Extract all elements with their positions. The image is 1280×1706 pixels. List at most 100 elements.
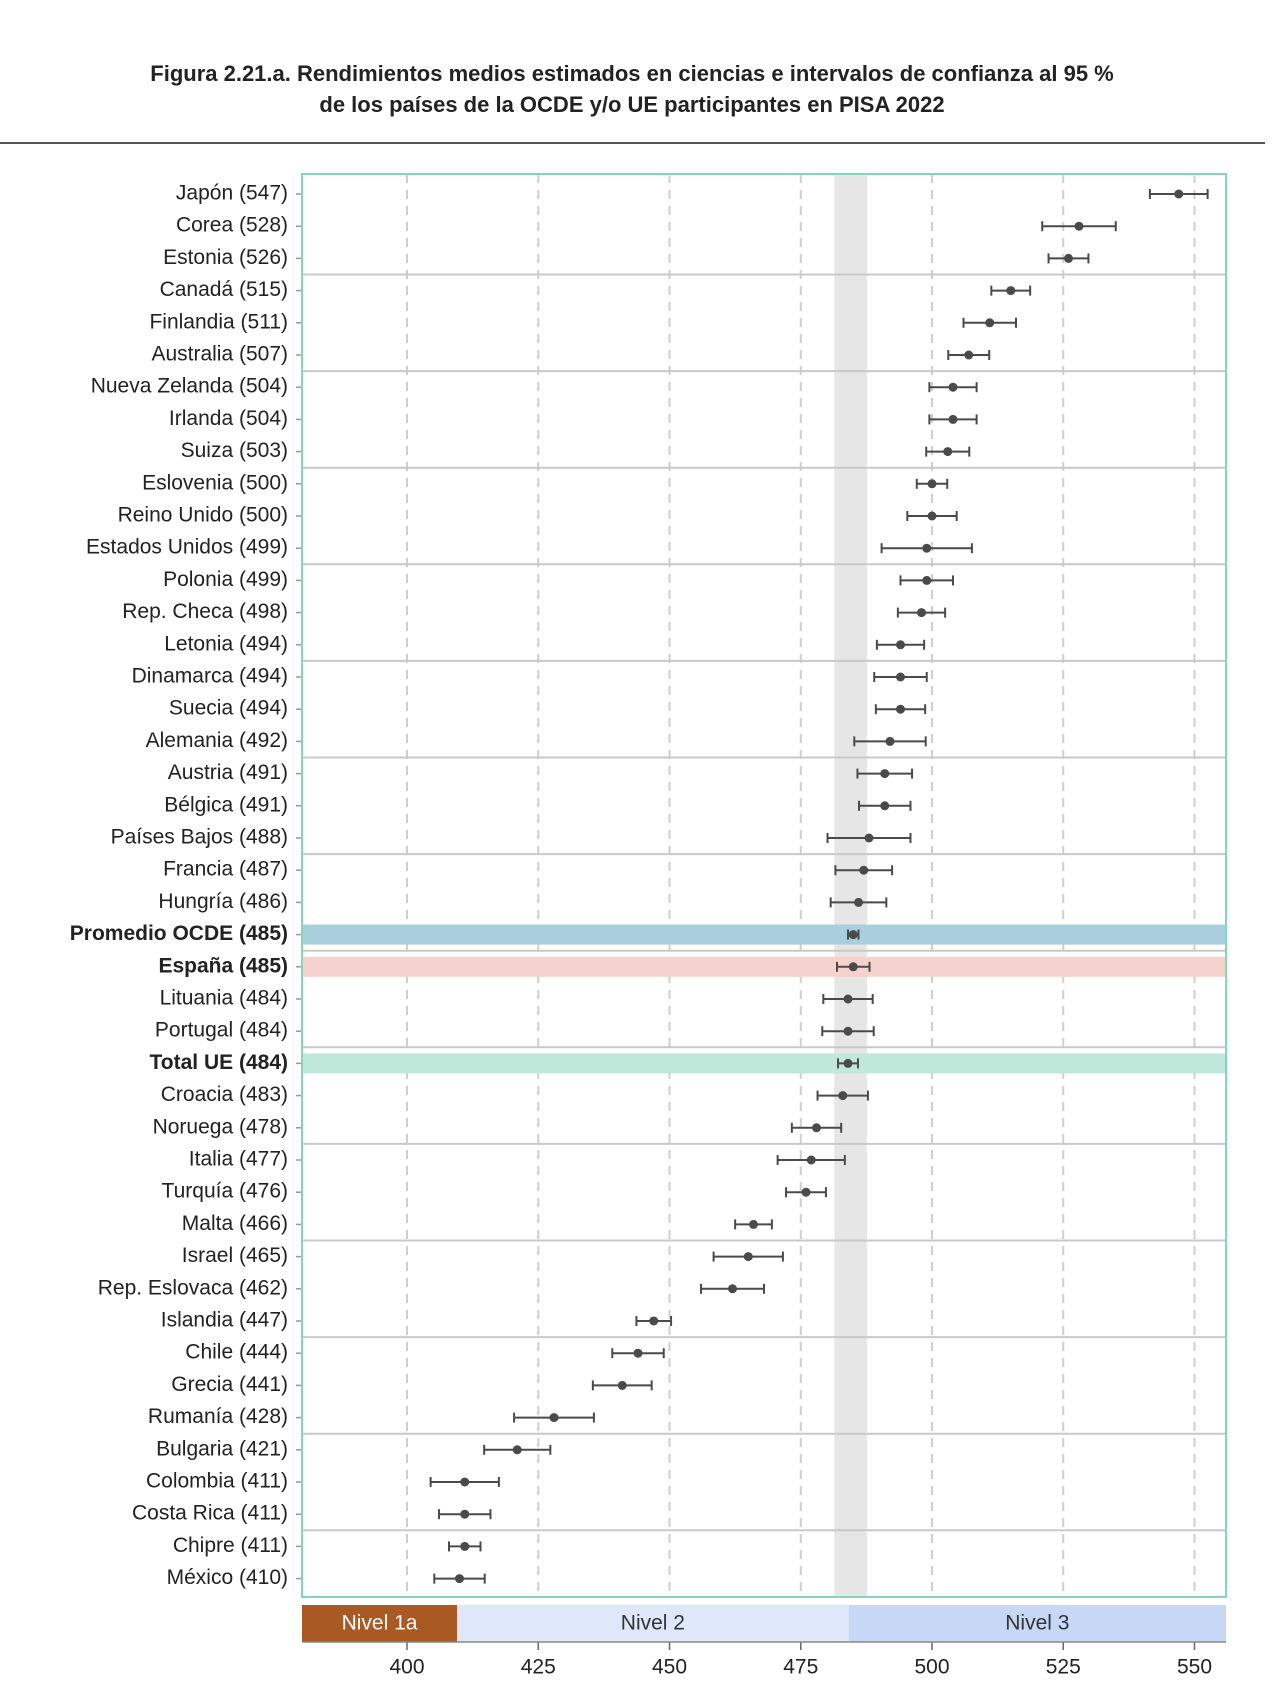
plot-border [301,173,1227,1598]
y-tick-label: Francia (487) [163,858,288,881]
mean-point [460,1509,470,1519]
level-band [302,1605,458,1642]
mean-point [617,1380,627,1390]
y-tick-label: Hungría (486) [158,890,288,913]
chart-title: Figura 2.21.a. Rendimientos medios estim… [150,61,1113,86]
mean-point [455,1574,464,1584]
mean-point [885,736,895,746]
x-tick-label: 475 [783,1656,818,1679]
mean-point [801,1187,811,1197]
y-tick-label: Estonia (526) [163,246,288,269]
y-tick-label: Rumanía (428) [148,1405,288,1428]
mean-point [460,1477,470,1487]
reference-band [834,174,867,1597]
x-tick-label: 525 [1046,1656,1081,1679]
mean-point [854,897,863,907]
mean-point [859,865,869,875]
mean-point [948,414,958,424]
mean-point [743,1252,753,1262]
y-tick-label: Eslovenia (500) [142,471,288,494]
mean-point [1074,221,1084,231]
mean-point [848,962,858,972]
y-tick-label: Promedio OCDE (485) [70,922,288,945]
y-tick-label: Austria (491) [168,761,288,784]
mean-point [1174,189,1184,199]
mean-point [749,1219,758,1229]
y-tick-label: Corea (528) [176,214,288,237]
mean-point [512,1445,522,1455]
y-tick-label: Total UE (484) [150,1051,288,1074]
y-tick-label: Australia (507) [151,343,288,366]
y-tick-label: Turquía (476) [162,1180,288,1203]
level-label: Nivel 3 [1005,1612,1069,1635]
y-tick-label: Chipre (411) [173,1534,288,1557]
chart-title: de los países de la OCDE y/o UE particip… [319,92,944,117]
y-tick-label: Israel (465) [182,1244,288,1267]
mean-point [927,511,937,521]
mean-point [922,575,932,585]
y-tick-label: Chile (444) [185,1341,288,1364]
y-tick-label: Italia (477) [189,1148,288,1171]
mean-point [549,1413,559,1423]
mean-point [880,801,890,811]
mean-point [806,1155,816,1165]
y-tick-label: Japón (547) [176,182,288,205]
mean-point [922,543,932,553]
y-tick-label: Suiza (503) [181,439,288,462]
y-tick-label: Croacia (483) [161,1083,288,1106]
y-tick-label: Letonia (494) [164,632,288,655]
y-tick-label: Portugal (484) [155,1019,288,1042]
y-tick-label: Lituania (484) [160,987,288,1010]
mean-point [633,1348,643,1358]
y-tick-label: Estados Unidos (499) [86,536,288,559]
y-tick-label: Grecia (441) [171,1373,288,1396]
mean-point [985,318,995,328]
x-tick-label: 450 [652,1656,687,1679]
y-tick-label: Costa Rica (411) [132,1502,288,1525]
mean-point [843,1058,853,1068]
y-tick-label: Islandia (447) [161,1309,288,1332]
level-label: Nivel 2 [621,1612,685,1635]
y-tick-label: Colombia (411) [146,1470,288,1493]
mean-point [896,704,905,714]
mean-point [917,608,926,618]
y-tick-label: Irlanda (504) [169,407,288,430]
y-tick-label: Bélgica (491) [164,793,288,816]
y-tick-label: Dinamarca (494) [132,665,288,688]
y-tick-label: Alemania (492) [146,729,288,752]
mean-point [864,833,874,843]
x-tick-label: 500 [914,1656,949,1679]
y-tick-label: Reino Unido (500) [118,504,288,527]
x-tick-label: 400 [389,1656,424,1679]
row-highlight [302,1053,1226,1074]
mean-point [1064,253,1073,263]
x-tick-label: 550 [1177,1656,1212,1679]
y-tick-label: Finlandia (511) [149,310,288,333]
y-tick-label: España (485) [158,954,288,977]
mean-point [896,640,905,650]
level-label: Nivel 1a [342,1612,418,1635]
mean-point [848,930,858,940]
mean-point [649,1316,659,1326]
row-highlight [302,956,1226,977]
mean-point [943,447,953,457]
level-band [457,1605,849,1642]
y-tick-label: Canadá (515) [160,278,288,301]
row-highlight [302,924,1226,945]
mean-point [838,1091,848,1101]
mean-point [812,1123,821,1133]
y-tick-label: Rep. Checa (498) [122,600,288,623]
y-tick-label: Noruega (478) [153,1115,288,1138]
y-tick-label: Bulgaria (421) [156,1437,288,1460]
level-band [848,1605,1226,1642]
y-tick-label: Nueva Zelanda (504) [91,375,288,398]
mean-point [964,350,974,360]
y-tick-label: México (410) [167,1566,288,1589]
mean-point [948,382,958,392]
mean-point [927,479,937,489]
mean-point [843,1026,853,1036]
mean-point [843,994,853,1004]
y-tick-label: Suecia (494) [169,697,288,720]
mean-point [880,769,890,779]
